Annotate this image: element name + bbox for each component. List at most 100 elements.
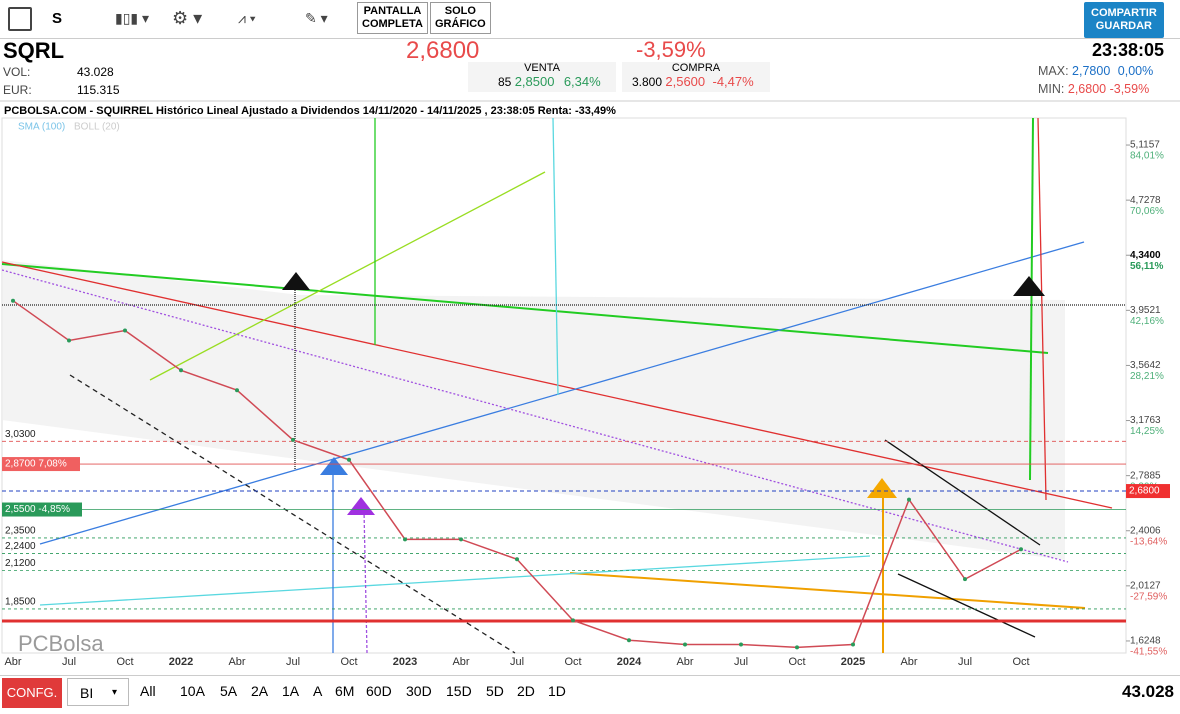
range-button[interactable]: 2D (517, 683, 535, 699)
venta-label: VENTA (524, 62, 560, 74)
y-tick-label: 1,6248 (1130, 636, 1161, 647)
y-tick-change: 70,06% (1130, 206, 1164, 217)
price-point (1019, 547, 1023, 552)
y-tick-change: -27,59% (1130, 591, 1167, 602)
last-price-bg (1126, 484, 1170, 499)
symbol-select[interactable]: S (52, 10, 63, 27)
price-point (851, 642, 855, 647)
fullscreen-button[interactable]: PANTALLA COMPLETA (357, 2, 428, 34)
y-tick-label: 2,7885 (1130, 470, 1161, 481)
y-tick-label: 2,4006 (1130, 525, 1161, 536)
range-button[interactable]: 6M (335, 683, 355, 699)
range-button[interactable]: A (313, 683, 323, 699)
trendlines (1, 117, 1126, 654)
mode-select[interactable]: BI ▾ (67, 678, 129, 706)
ticker: SQRL (3, 38, 65, 63)
range-button[interactable]: 15D (446, 683, 472, 699)
x-tick-label: Jul (510, 656, 524, 668)
y-tick-change: 84,01% (1130, 151, 1164, 162)
label: SOLO (444, 5, 476, 17)
x-tick-label: Oct (1012, 656, 1029, 668)
venta-pct: 6,34% (563, 74, 601, 89)
venta-box: VENTA 85 2,8500 6,34% (468, 62, 616, 92)
chart-only-button[interactable]: SOLO GRÁFICO (430, 2, 491, 34)
price-point (459, 537, 463, 542)
y-tick-change: 14,25% (1130, 426, 1164, 437)
time: 23:38:05 (1092, 40, 1165, 60)
footer: CONFG. BI ▾ All 10A 5A 2A 1A A 6M 60D 30D 15D 5D 2D 1… (0, 675, 1180, 714)
x-tick-label: Jul (958, 656, 972, 668)
y-tick-label: 3,1763 (1130, 415, 1161, 426)
range-button[interactable]: 60D (366, 683, 392, 699)
y-tick-label: 2,0127 (1130, 580, 1161, 591)
x-tick-label: Jul (286, 656, 300, 668)
range-button[interactable]: 2A (251, 683, 269, 699)
range-button[interactable]: 30D (406, 683, 432, 699)
price-point (291, 437, 295, 442)
range-button[interactable]: 5D (486, 683, 504, 699)
level-label: 2,3500 (5, 526, 36, 537)
compra-label: COMPRA (671, 62, 721, 74)
level-label: 2,8700 7,08% (5, 459, 67, 470)
y-tick-label: 4,7278 (1130, 195, 1161, 206)
x-tick-label: Abr (228, 656, 245, 668)
range-button[interactable]: 1D (548, 683, 566, 699)
label: PANTALLA (363, 5, 422, 17)
compra-box: COMPRA 3.800 2,5600 -4,47% (622, 62, 770, 92)
price-point (963, 577, 967, 582)
sidebar-toggle[interactable] (8, 7, 32, 31)
x-tick-label: Abr (4, 656, 21, 668)
x-tick-label: 2025 (841, 656, 865, 668)
level-label-bg (2, 502, 82, 517)
label: GUARDAR (1095, 20, 1153, 32)
min-pct: -3,59% (1109, 82, 1150, 96)
level-label: 1,8500 (5, 597, 36, 608)
level-label: 2,2400 (5, 541, 36, 552)
price-point (347, 457, 351, 462)
indicators[interactable]: ⩘ ▾ (238, 10, 256, 26)
settings[interactable]: ⚙ ▾ (172, 8, 203, 28)
compra-qty: 3.800 (632, 75, 663, 89)
y-tick-label: 3,9521 (1130, 305, 1161, 316)
level-label: 2,5500 -4,85% (5, 504, 70, 515)
x-tick-label: Abr (676, 656, 693, 668)
config-button[interactable]: CONFG. (2, 678, 62, 708)
level-label-bg (2, 457, 80, 472)
price-point (907, 497, 911, 502)
range-button[interactable]: 10A (180, 683, 205, 699)
x-tick-label: 2024 (617, 656, 642, 668)
max-label: MAX: (1038, 64, 1069, 78)
price: 2,6800 (406, 37, 480, 64)
volume: 43.028 (1122, 682, 1174, 701)
toolbar: S ▮▯▮ ▾ ⚙ ▾ ⩘ ▾ ✎ ▾ PANTALLA COMPLETA SOL… (0, 0, 1180, 39)
price-point (515, 557, 519, 562)
price-point (123, 328, 127, 333)
x-tick-label: Abr (900, 656, 917, 668)
indicator: SMA (100) (18, 122, 65, 133)
y-tick-change: 56,11% (1130, 261, 1163, 272)
draw-tools[interactable]: ✎ ▾ (305, 10, 328, 26)
watermark: PCBolsa (18, 631, 104, 656)
channel (2, 260, 1065, 560)
y-tick-change: 28,21% (1130, 371, 1164, 382)
last-price-label: 2,6800 (1129, 486, 1160, 497)
level-label: 3,0300 (5, 429, 36, 440)
price-point (683, 642, 687, 647)
y-tick-label: 4,3400 (1130, 250, 1161, 261)
compra-price: 2,5600 (665, 74, 706, 89)
y-tick-change: -41,55% (1130, 647, 1167, 658)
chart-type[interactable]: ▮▯▮ ▾ (115, 10, 150, 26)
compra-pct: -4,47% (712, 74, 754, 89)
range-button[interactable]: 1A (282, 683, 300, 699)
y-tick-change: 42,16% (1130, 316, 1164, 327)
max-price: 2,7800 (1072, 64, 1111, 78)
x-tick-label: 2023 (393, 656, 417, 668)
min-price: 2,6800 (1067, 82, 1107, 96)
y-tick-label: 5,1157 (1130, 140, 1160, 151)
price-point (67, 338, 71, 343)
share-button[interactable]: COMPARTIR GUARDAR (1084, 2, 1164, 38)
range-button[interactable]: 5A (220, 683, 238, 699)
price-point (739, 642, 743, 647)
range-button[interactable]: All (140, 683, 156, 699)
